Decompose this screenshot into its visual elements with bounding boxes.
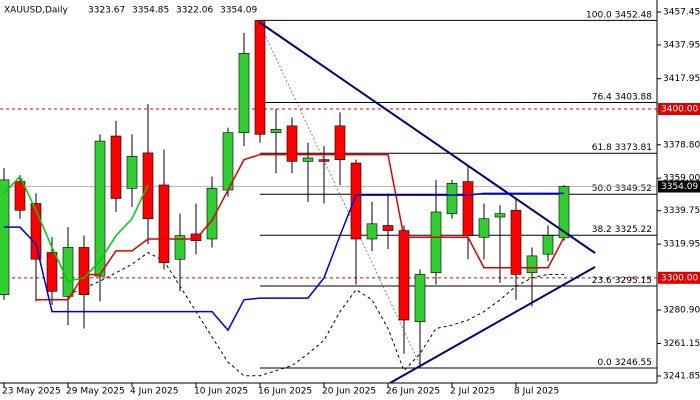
fib-price: 3452.48 <box>615 10 652 20</box>
candle-body <box>94 140 106 277</box>
current-price-box <box>658 180 700 193</box>
x-tick-label: 23 May 2025 <box>2 387 61 397</box>
axis-layer: 3457.453437.953417.953398.453378.803359.… <box>2 8 700 397</box>
fib-label: 61.8 3373.81 <box>592 143 652 153</box>
candle-body <box>238 52 250 133</box>
y-tick-label: 3457.45 <box>663 8 700 18</box>
trendline <box>258 21 596 254</box>
candle-body <box>158 184 170 263</box>
fib-ratio: 38.2 <box>592 225 612 235</box>
indicator-line <box>4 192 564 332</box>
candle-body <box>46 252 58 292</box>
fib-label: 38.2 3325.22 <box>592 225 652 235</box>
fib-diagonal <box>258 21 421 366</box>
candle-body <box>302 157 314 162</box>
y-tick-label: 3359.00 <box>663 174 700 184</box>
x-tick-label: 29 May 2025 <box>66 387 125 397</box>
y-tick-label: 3437.95 <box>663 40 700 50</box>
current-price-label: 3354.09 <box>661 182 698 192</box>
candle-body <box>126 155 138 189</box>
candle-body <box>510 209 522 275</box>
y-tick-label: 3319.95 <box>663 240 700 250</box>
candle-body <box>30 203 42 260</box>
candle-body <box>382 225 394 231</box>
front-layer <box>3 21 596 384</box>
fib-price: 3246.55 <box>615 358 652 368</box>
fib-label: 100.0 3452.48 <box>586 10 652 20</box>
x-tick-label: 26 Jun 2025 <box>386 387 440 397</box>
candle-body <box>190 233 202 241</box>
candle-body <box>398 230 410 321</box>
indicator-line <box>3 175 149 283</box>
y-tick-label: 3417.95 <box>663 74 700 84</box>
candle-body <box>542 235 554 255</box>
fib-label: 0.0 3246.55 <box>597 358 652 368</box>
fib-label: 50.0 3349.52 <box>592 184 652 194</box>
fib-ratio: 61.8 <box>592 143 612 153</box>
trendline <box>389 266 596 384</box>
candle-body <box>366 223 378 240</box>
candle-body <box>286 125 298 162</box>
ohlc-open: 3323.67 <box>88 6 125 16</box>
price-level-label: 3300.00 <box>661 273 698 283</box>
candle-body <box>110 135 122 199</box>
candle-body <box>350 162 362 240</box>
candle-body <box>462 181 474 236</box>
chart-title: XAUUSD,Daily <box>4 6 68 16</box>
candle-body <box>14 181 26 211</box>
fib-ratio: 50.0 <box>592 184 612 194</box>
candle-body <box>318 159 330 162</box>
candle-body <box>78 247 90 296</box>
y-tick-label: 3378.80 <box>663 140 700 150</box>
fib-ratio: 0.0 <box>597 358 612 368</box>
candle-body <box>222 132 234 191</box>
y-tick-label: 3339.75 <box>663 206 700 216</box>
y-tick-label: 3261.15 <box>663 339 700 349</box>
fib-label: 76.4 3403.88 <box>592 92 653 102</box>
x-tick-label: 8 Jul 2025 <box>514 387 559 397</box>
fib-ratio: 23.6 <box>592 276 612 286</box>
price-level-label: 3400.00 <box>661 105 698 115</box>
fib-price: 3349.52 <box>615 184 652 194</box>
price-level-box <box>658 103 700 116</box>
fib-ratio: 100.0 <box>586 10 612 20</box>
candle-body <box>62 247 74 297</box>
candle-body <box>430 211 442 274</box>
ohlc-close: 3354.09 <box>220 6 257 16</box>
candle-body <box>174 235 186 260</box>
fib-ratio: 76.4 <box>592 92 612 102</box>
main-layer <box>0 20 570 369</box>
x-tick-label: 4 Jun 2025 <box>130 387 178 397</box>
candle-body <box>414 274 426 323</box>
x-tick-label: 20 Jun 2025 <box>322 387 376 397</box>
x-tick-label: 10 Jun 2025 <box>194 387 248 397</box>
candle-body <box>0 179 10 296</box>
fib-price: 3373.81 <box>615 143 652 153</box>
candle-body <box>206 188 218 240</box>
candle-body <box>254 20 266 135</box>
candle-body <box>478 218 490 238</box>
y-tick-label: 3241.85 <box>663 371 700 381</box>
ohlc-high: 3354.85 <box>132 6 169 16</box>
fib-price: 3325.22 <box>615 225 652 235</box>
candle-body <box>446 182 458 214</box>
candle-body <box>334 125 346 160</box>
candle-body <box>494 213 506 218</box>
indicator-line <box>36 153 565 301</box>
fib-price: 3403.88 <box>615 92 652 102</box>
fib-label: 23.6 3295.15 <box>592 276 652 286</box>
price-level-box <box>658 271 700 284</box>
fib-price: 3295.15 <box>615 276 652 286</box>
x-tick-label: 16 Jun 2025 <box>258 387 312 397</box>
candle-body <box>270 128 282 133</box>
candle-body <box>526 255 538 274</box>
x-tick-label: 2 Jul 2025 <box>450 387 495 397</box>
y-tick-label: 3280.90 <box>663 306 700 316</box>
ohlc-low: 3322.06 <box>176 6 213 16</box>
